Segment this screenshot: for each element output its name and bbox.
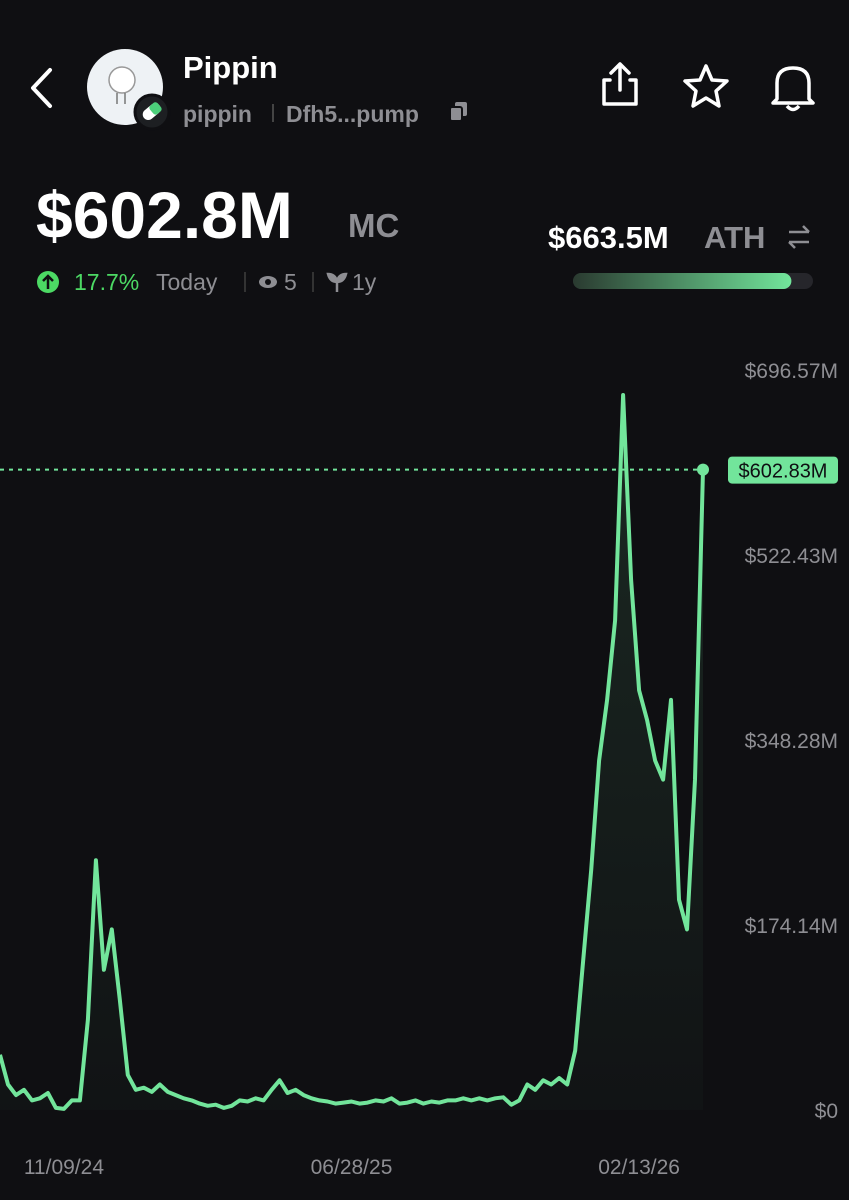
watchers: 5 bbox=[284, 269, 297, 295]
sprout-icon bbox=[326, 272, 348, 292]
ath-value: $663.5M bbox=[548, 220, 669, 255]
change-arrow bbox=[42, 274, 54, 289]
y-tick-label: $348.28M bbox=[745, 730, 838, 753]
ath-progress bbox=[573, 273, 792, 289]
share-button[interactable] bbox=[602, 62, 638, 106]
ath-label: ATH bbox=[704, 220, 765, 255]
ticker: pippin bbox=[183, 101, 252, 127]
current-label: $602.83M bbox=[739, 461, 828, 483]
address[interactable]: Dfh5...pump bbox=[286, 101, 419, 127]
avatar bbox=[87, 49, 171, 131]
change: 17.7% bbox=[74, 269, 139, 295]
y-tick-label: $696.57M bbox=[745, 360, 838, 383]
y-tick-label: $0 bbox=[815, 1100, 838, 1123]
area bbox=[0, 395, 703, 1110]
x-tick-label: 11/09/24 bbox=[24, 1156, 105, 1179]
alert-button[interactable] bbox=[771, 66, 815, 112]
swap-icon[interactable] bbox=[788, 225, 810, 249]
eye-icon bbox=[259, 276, 277, 288]
x-tick-label: 06/28/25 bbox=[311, 1156, 393, 1179]
market-cap: $602.8M bbox=[36, 178, 293, 252]
current-dot bbox=[697, 463, 709, 476]
y-tick-label: $174.14M bbox=[745, 915, 838, 938]
back-button[interactable] bbox=[31, 68, 52, 108]
change-period: Today bbox=[156, 269, 218, 295]
current-label-box bbox=[728, 456, 838, 484]
x-tick-label: 02/13/26 bbox=[598, 1156, 680, 1179]
y-tick-label: $522.43M bbox=[745, 545, 838, 568]
favorite-button[interactable] bbox=[683, 64, 729, 108]
age: 1y bbox=[352, 269, 377, 295]
line bbox=[0, 393, 705, 1111]
copy-icon[interactable] bbox=[449, 102, 467, 122]
token-name: Pippin bbox=[183, 50, 278, 85]
market-cap-unit: MC bbox=[348, 207, 399, 244]
